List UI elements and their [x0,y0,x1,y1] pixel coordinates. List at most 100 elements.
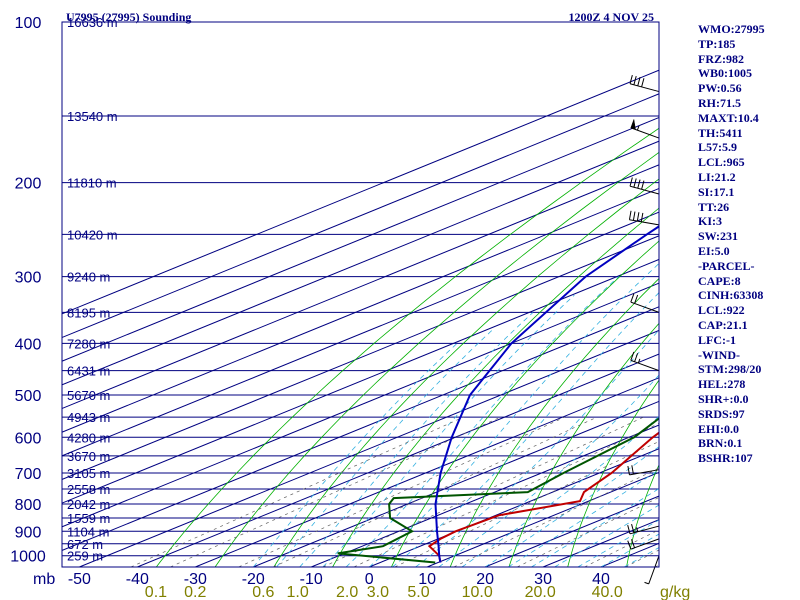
dry-adiabat-line [214,151,659,567]
sounding-index-item: WMO:27995 [698,22,765,36]
dry-adiabat-line [273,178,659,567]
plot-frame [61,21,660,568]
sounding-profiles [337,225,659,564]
sounding-index-item: MAXT:10.4 [698,110,759,125]
height-label: 9240 m [67,270,110,285]
dry-adiabat-line [391,240,659,567]
sounding-index-item: L57:5.9 [698,140,737,155]
height-label: 3105 m [67,466,110,481]
wind-barb [627,538,660,550]
sounding-index-item: CAP:21.1 [698,317,748,332]
sounding-index-item: TP:185 [698,36,736,51]
sounding-index-item: EI:5.0 [698,243,730,258]
dry-adiabat-line [567,379,659,567]
isotherm-line [311,424,659,567]
moist-adiabat-line [322,294,575,567]
temperature-tick-label: 10 [418,571,436,588]
mixing-ratio-line [238,416,565,567]
height-label: 13540 m [67,109,118,124]
wind-barb [630,351,660,372]
height-label: 10420 m [67,227,118,242]
mixing-ratio-line [322,416,644,567]
dry-adiabat-line [626,463,659,567]
moist-adiabat-line [438,374,659,567]
isotherm-line [62,258,659,504]
dry-adiabat-line [449,277,659,567]
sounding-index-item: SHR+:0.0 [698,391,749,406]
height-label: 672 m [67,537,103,552]
isotherm-line [62,116,659,362]
mixing-ratio-line [353,422,659,567]
mixing-ratio-tick-label: 0.6 [252,584,274,600]
isotherm-line [137,353,659,567]
sounding-index-item: STM:298/20 [698,362,762,377]
wind-barb [628,210,660,226]
wind-barb [630,118,660,139]
isotherm-line [253,400,659,567]
isotherm-line [62,235,659,481]
dry-adiabat-line [508,322,659,567]
sounding-index-item: LI:21.2 [698,169,736,184]
sounding-index-item: RH:71.5 [698,95,741,110]
isotherm-line [195,377,659,567]
isotherm-line [62,140,659,386]
pressure-tick-label: 200 [15,176,42,193]
height-label: 3670 m [67,449,110,464]
sounding-index-item: LCL:965 [698,155,745,170]
moist-adiabat-line [577,519,659,567]
height-label: 16636 m [67,15,118,30]
isotherm-line [62,282,659,528]
temperature-profile-line [427,431,659,563]
isotherm-line [62,93,659,339]
temperature-tick-label: -30 [184,571,207,588]
moist-adiabat-line [531,488,659,567]
sounding-index-item: -PARCEL- [698,258,755,273]
sounding-index-item: PW:0.56 [698,81,742,96]
mixing-ratio-line [273,416,598,567]
mixing-ratio-line [517,496,659,567]
sounding-index-item: SI:17.1 [698,184,735,199]
height-label: 4280 m [67,430,110,445]
dry-adiabat-line [155,127,659,567]
temperature-tick-label: -20 [242,571,265,588]
sounding-index-item: -WIND- [698,347,740,362]
wind-barb [627,523,660,535]
moist-adiabat-line [415,329,659,567]
temperature-tick-label: 20 [476,571,494,588]
temperature-tick-label: -10 [300,571,323,588]
mixing-ratio-unit-label: g/kg [660,584,690,600]
height-label: 5670 m [67,388,110,403]
wind-barb [629,177,660,195]
sounding-index-item: CAPE:8 [698,273,741,288]
sounding-index-item: SW:231 [698,229,739,244]
mixing-ratio-tick-label: 1.0 [286,584,308,600]
moist-adiabat-line [276,328,495,567]
height-label: 2558 m [67,482,110,497]
sounding-index-item: HEL:278 [698,377,746,392]
mixing-ratio-tick-label: 20.0 [525,584,556,600]
pressure-tick-label: 400 [15,336,42,353]
pressure-tick-label: 1000 [10,549,46,566]
temperature-tick-label: -50 [68,571,91,588]
mixing-ratio-tick-label: 5.0 [407,584,429,600]
pressure-tick-label: 100 [15,15,42,32]
mixing-ratio-tick-label: 40.0 [592,584,623,600]
height-label: 1104 m [67,524,109,539]
mixing-ratio-tick-label: 0.1 [145,584,167,600]
isotherm-line [62,306,659,551]
isotherm-line [426,471,659,567]
sounding-index-item: SRDS:97 [698,406,745,421]
isotherm-line [62,69,659,315]
moist-adiabat-line [392,292,659,567]
pressure-tick-label: 900 [15,524,42,541]
dry-adiabat-line [332,207,659,567]
temperature-tick-label: 0 [365,571,374,588]
pressure-tick-label: 800 [15,497,42,514]
sounding-index-item: FRZ:982 [698,51,744,66]
mixing-ratio-line [584,529,659,567]
height-label: 4943 m [67,410,110,425]
sounding-index-item: TT:26 [698,199,730,214]
moist-adiabat-line [299,312,534,567]
height-label: 11810 m [67,176,117,191]
isotherm-line [369,448,659,567]
